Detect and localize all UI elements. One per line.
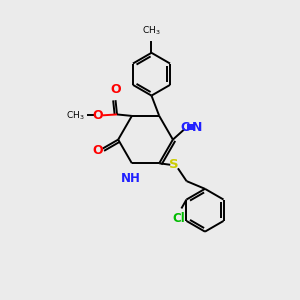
Text: O: O: [110, 83, 121, 96]
Text: C: C: [181, 121, 190, 134]
Text: S: S: [169, 158, 179, 171]
Text: O: O: [93, 109, 103, 122]
Text: Cl: Cl: [172, 212, 185, 225]
Text: CH$_3$: CH$_3$: [66, 109, 85, 122]
Text: CH$_3$: CH$_3$: [142, 25, 161, 38]
Text: NH: NH: [120, 172, 140, 184]
Text: O: O: [93, 144, 103, 158]
Text: N: N: [191, 121, 202, 134]
